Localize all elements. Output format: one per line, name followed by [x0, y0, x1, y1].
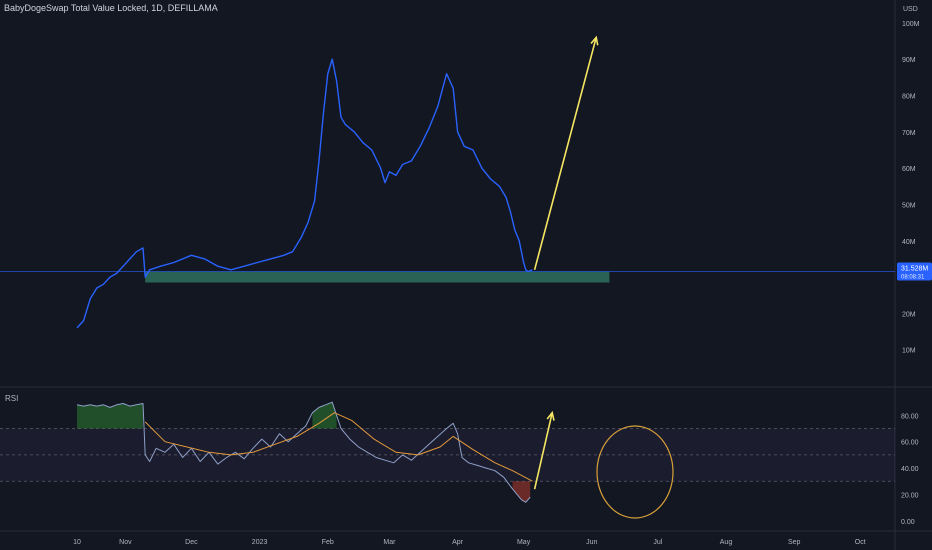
xaxis-tick-label: Feb [322, 539, 334, 546]
rsi-ytick-label: 60.00 [901, 440, 919, 447]
rsi-overbought-fill-1 [77, 403, 143, 429]
tvl-ytick-label: 10M [902, 348, 916, 355]
price-tag-value: 31.528M [901, 266, 928, 273]
tvl-projection-arrow-head [590, 35, 599, 46]
tvl-ytick-label: 100M [902, 21, 920, 28]
support-zone [145, 271, 610, 283]
rsi-projection-arrow [533, 412, 553, 490]
xaxis-tick-label: May [517, 539, 531, 546]
chart-title: BabyDogeSwap Total Value Locked, 1D, DEF… [4, 3, 218, 13]
tvl-projection-arrow [533, 37, 597, 271]
xaxis-tick-label: Mar [383, 539, 396, 546]
xaxis-tick-label: 2023 [252, 539, 268, 546]
tvl-ytick-label: 60M [902, 166, 916, 173]
rsi-ytick-label: 20.00 [901, 492, 919, 499]
xaxis-tick-label: Jun [586, 539, 597, 546]
xaxis-tick-label: Dec [185, 539, 198, 546]
rsi-band-area [0, 428, 895, 482]
tvl-ytick-label: 40M [902, 239, 916, 246]
rsi-pane-label: RSI [5, 394, 19, 403]
tvl-ytick-label: 90M [902, 57, 916, 64]
xaxis-tick-label: Jul [653, 539, 662, 546]
price-tag [897, 262, 932, 281]
price-tag-countdown: 08:08:31 [901, 275, 925, 281]
xaxis-tick-label: Aug [720, 539, 733, 546]
currency-label: USD [903, 6, 918, 13]
tvl-ytick-label: 80M [902, 94, 916, 101]
rsi-ma-line [144, 412, 533, 482]
tvl-ytick-label: 70M [902, 130, 916, 137]
rsi-ytick-label: 80.00 [901, 413, 919, 420]
rsi-projection-arrow-head [546, 410, 555, 421]
tvl-series-line [76, 58, 533, 329]
xaxis-tick-label: 10 [73, 539, 81, 546]
xaxis-tick-label: Oct [855, 539, 866, 546]
rsi-series-line [76, 401, 531, 503]
rsi-highlight-circle [596, 425, 674, 519]
xaxis-tick-label: Nov [119, 539, 132, 546]
xaxis-tick-label: Apr [452, 539, 464, 546]
rsi-ytick-label: 0.00 [901, 519, 915, 526]
rsi-oversold-fill [512, 481, 531, 503]
tvl-ytick-label: 50M [902, 202, 916, 209]
rsi-overbought-fill-2 [312, 402, 337, 429]
tvl-ytick-label: 20M [902, 311, 916, 318]
xaxis-tick-label: Sep [788, 539, 801, 546]
rsi-ytick-label: 40.00 [901, 466, 919, 473]
